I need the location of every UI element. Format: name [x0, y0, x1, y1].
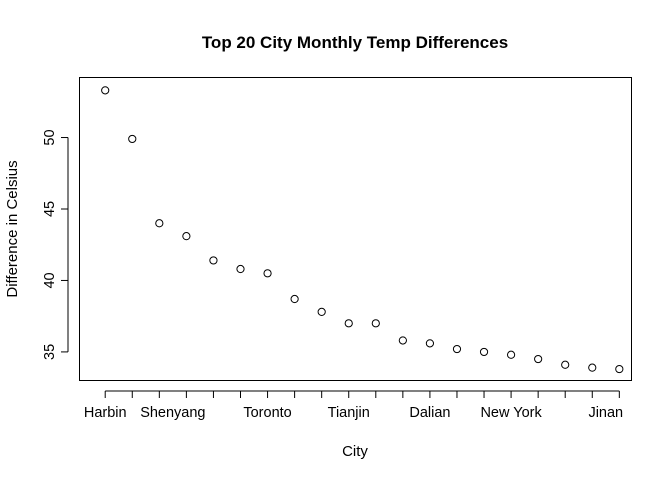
y-tick-label: 45 — [42, 201, 58, 217]
x-tick-label: Harbin — [84, 405, 127, 421]
data-point — [182, 232, 191, 241]
data-point — [452, 344, 462, 354]
data-point — [398, 336, 407, 345]
data-point — [263, 269, 272, 278]
chart-title: Top 20 City Monthly Temp Differences — [202, 33, 508, 52]
data-point — [534, 354, 543, 364]
y-tick-label: 35 — [42, 344, 58, 360]
data-point — [561, 360, 570, 369]
data-point — [615, 364, 624, 374]
data-point — [479, 347, 489, 357]
x-tick-label: Jinan — [588, 405, 623, 421]
data-point — [588, 363, 597, 372]
data-point — [425, 339, 435, 348]
x-tick-label: Dalian — [409, 405, 450, 421]
x-tick-label: Toronto — [243, 405, 291, 421]
data-point — [101, 86, 110, 95]
x-axis-tick-labels: Harbin Shenyang Toronto Tianjin Dalian New Yo… — [84, 405, 623, 421]
data-point — [290, 294, 299, 304]
y-axis-label: Difference in Celsius — [4, 160, 21, 297]
data-point — [155, 219, 164, 228]
x-tick-label: Shenyang — [140, 405, 205, 421]
y-tick-label: 50 — [42, 129, 58, 145]
plot-frame — [79, 77, 632, 381]
y-axis: 35 40 45 50 — [42, 129, 69, 360]
x-tick-label: New York — [480, 405, 542, 421]
data-point — [344, 319, 353, 328]
data-point — [236, 264, 245, 274]
data-point — [506, 350, 516, 359]
x-tick-label: Tianjin — [328, 405, 370, 421]
data-point — [371, 319, 380, 328]
data-point — [317, 307, 326, 316]
data-point — [128, 134, 137, 144]
x-axis — [104, 390, 620, 398]
data-point — [209, 256, 218, 265]
data-points — [101, 86, 624, 374]
y-tick-label: 40 — [42, 272, 58, 288]
x-axis-label: City — [342, 443, 368, 460]
